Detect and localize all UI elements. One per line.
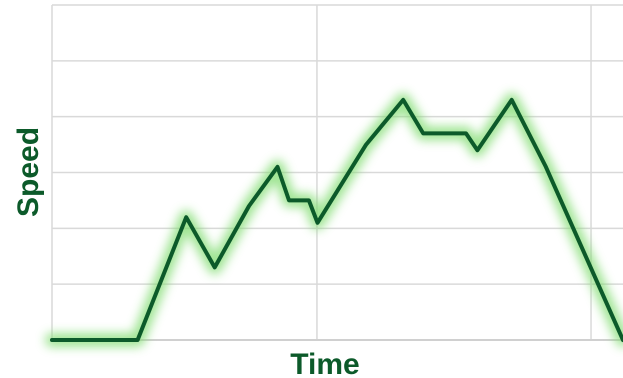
chart-series: [45, 92, 623, 347]
speed-series-line: [50, 97, 623, 342]
chart-grid: [51, 4, 623, 341]
series-glow: [45, 92, 623, 347]
y-axis-title: Speed: [12, 127, 45, 217]
x-axis-title: Time: [290, 348, 359, 378]
